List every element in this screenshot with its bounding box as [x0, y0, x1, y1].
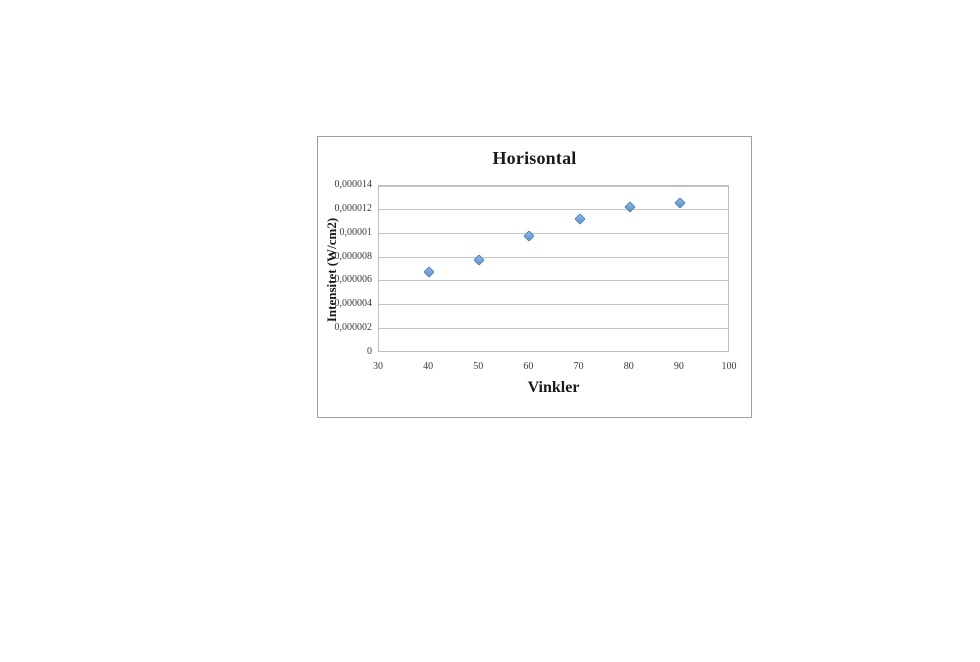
y-tick-label: 0,000004	[334, 298, 373, 310]
gridline	[379, 256, 728, 258]
gridline	[379, 304, 728, 306]
gridline	[379, 186, 728, 187]
chart-title: Horisontal	[492, 148, 577, 168]
x-tick-label: 80	[623, 361, 634, 372]
y-tick-label: 0	[367, 346, 372, 357]
x-tick-label: 70	[573, 361, 584, 372]
gridline	[379, 208, 728, 210]
x-tick-label: 90	[673, 361, 684, 372]
gridline	[379, 232, 728, 234]
x-tick-label: 40	[423, 361, 434, 372]
gridline	[379, 280, 728, 282]
data-point	[423, 266, 435, 278]
x-axis-title: Vinkler	[527, 379, 580, 396]
y-tick-label: 0,000002	[334, 322, 373, 334]
data-point	[573, 213, 586, 226]
gridline	[379, 328, 728, 330]
x-tick-label: 100	[721, 361, 737, 372]
y-tick-label: 0,000014	[334, 179, 373, 190]
data-point	[624, 201, 636, 214]
y-tick-label: 0,000012	[334, 202, 373, 214]
x-tick-label: 60	[523, 361, 534, 372]
y-tick-label: 0,00001	[339, 226, 373, 238]
chart-frame: Horisontal Vinkler Intensitet (W/cm2) 0 0…	[317, 136, 752, 418]
x-tick-label: 50	[473, 361, 484, 372]
data-point	[674, 197, 686, 209]
y-tick-label: 0,000008	[334, 250, 373, 262]
x-tick-label: 30	[373, 361, 383, 372]
y-tick-label: 0,000006	[334, 274, 373, 286]
plot-area	[378, 185, 729, 352]
y-axis-title: Intensitet (W/cm2)	[324, 217, 339, 323]
